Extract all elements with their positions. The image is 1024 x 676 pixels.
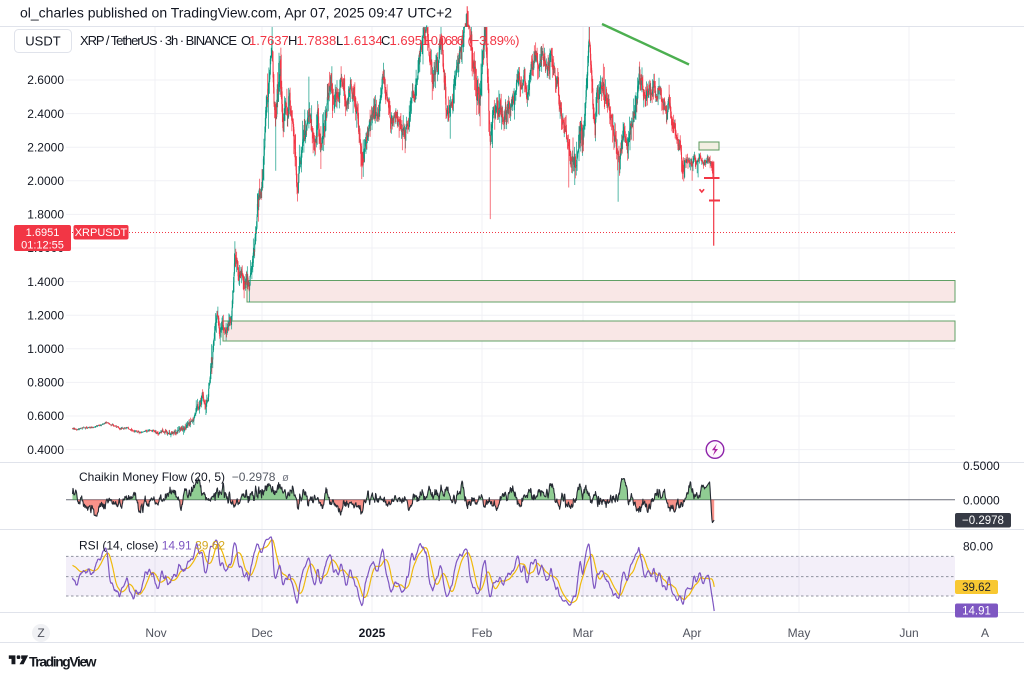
svg-text:Feb: Feb [472,626,493,640]
svg-text:1.6951: 1.6951 [26,227,60,239]
svg-text:Mar: Mar [573,626,594,640]
svg-text:0.0000: 0.0000 [963,493,1000,507]
svg-text:1.8000: 1.8000 [27,208,64,222]
svg-text:1.7637: 1.7637 [249,33,289,48]
svg-text:1.4000: 1.4000 [27,275,64,289]
svg-text:H: H [288,33,297,48]
svg-text:−0.0686: −0.0686 [425,33,465,48]
svg-text:TradingView: TradingView [29,654,97,669]
svg-text:80.00: 80.00 [963,540,993,554]
svg-text:Nov: Nov [145,626,166,640]
svg-text:May: May [788,626,811,640]
svg-text:2.2000: 2.2000 [27,140,64,154]
svg-text:Dec: Dec [251,626,272,640]
svg-text:XRP / TetherUS · 3h · BINANCE: XRP / TetherUS · 3h · BINANCE [80,33,237,48]
svg-text:Apr: Apr [683,626,702,640]
svg-text:1.2000: 1.2000 [27,308,64,322]
svg-text:(−3.89%): (−3.89%) [468,33,520,48]
svg-text:0.5000: 0.5000 [963,459,1000,473]
svg-text:Chaikin Money Flow (20, 5) −0: Chaikin Money Flow (20, 5) −0.2978 ø [79,470,289,484]
svg-text:0.6000: 0.6000 [27,409,64,423]
svg-text:ol_charles published on Tradin: ol_charles published on TradingView.com,… [20,5,452,21]
svg-text:1.7838: 1.7838 [297,33,337,48]
svg-text:2.6000: 2.6000 [27,73,64,87]
svg-text:0.4000: 0.4000 [27,443,64,457]
svg-text:01:12:55: 01:12:55 [21,240,64,252]
svg-text:O: O [241,33,251,48]
svg-text:1.6951: 1.6951 [390,33,430,48]
svg-text:−0.2978: −0.2978 [962,515,1004,527]
svg-text:14.91: 14.91 [962,606,991,618]
svg-text:Z: Z [37,626,44,640]
svg-text:1.0000: 1.0000 [27,342,64,356]
svg-text:XRPUSDT: XRPUSDT [75,227,128,239]
svg-text:A: A [981,626,989,640]
svg-text:Jun: Jun [899,626,918,640]
svg-text:L: L [336,33,343,48]
svg-text:2025: 2025 [359,626,386,640]
svg-text:RSI (14, close) 14.91 39.62: RSI (14, close) 14.91 39.62 [79,539,225,553]
svg-text:2.4000: 2.4000 [27,107,64,121]
svg-text:39.62: 39.62 [962,582,991,594]
svg-text:1.6134: 1.6134 [343,33,383,48]
svg-text:2.0000: 2.0000 [27,174,64,188]
svg-text:0.8000: 0.8000 [27,376,64,390]
svg-text:C: C [381,33,390,48]
svg-text:USDT: USDT [25,34,60,49]
